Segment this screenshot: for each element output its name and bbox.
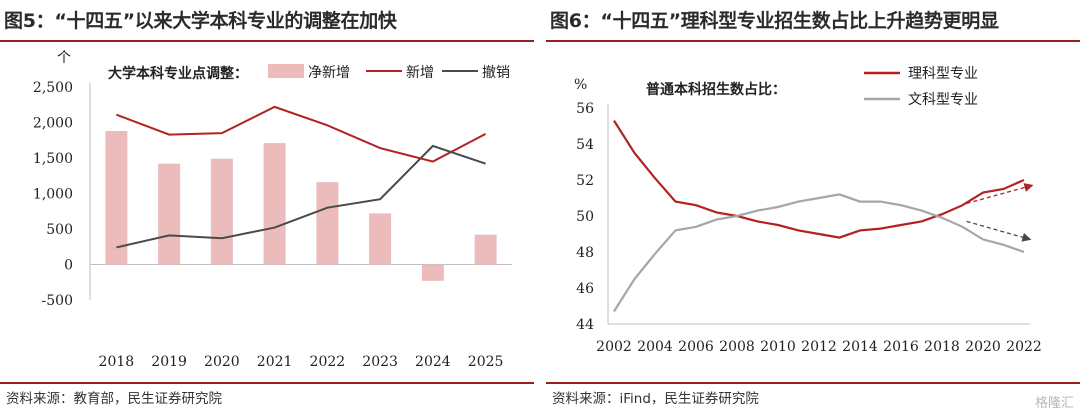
bar-net-new	[158, 163, 181, 265]
x-tick-label: 2018	[924, 339, 960, 355]
x-tick-label: 2020	[204, 354, 240, 370]
x-tick-label: 2024	[415, 354, 451, 370]
chart-inner-title: 大学本科专业点调整：	[108, 65, 248, 82]
bar-net-new	[316, 182, 339, 265]
y-tick-label: 48	[576, 245, 594, 261]
y-tick-label: 46	[576, 281, 594, 297]
legend-swatch-net-new	[268, 64, 304, 78]
chart-inner-title: 普通本科招生数占比：	[646, 81, 786, 98]
figure-6-title: 图6：“十四五”理科型专业招生数占比上升趋势更明显	[550, 10, 999, 32]
line-series-removed	[116, 144, 486, 249]
bar-net-new	[210, 158, 233, 265]
figure-5-source: 资料来源：教育部，民生证券研究院	[6, 391, 222, 407]
bar-net-new	[474, 234, 497, 265]
bar-net-new	[369, 213, 392, 265]
line-series-new	[116, 105, 487, 163]
bar-net-new	[105, 131, 128, 265]
legend-label-humanities: 文科型专业	[908, 92, 978, 108]
trend-arrow	[966, 220, 1032, 242]
x-tick-label: 2014	[842, 339, 878, 355]
legend-label-removed: 撤销	[482, 65, 510, 81]
x-tick-label: 2022	[310, 354, 346, 370]
y-tick-label: -500	[42, 293, 73, 309]
source-divider	[546, 382, 1080, 384]
figure-5-panel: 图5：“十四五”以来大学本科专业的调整在加快 -500 0 500 1,000 1,50…	[0, 0, 534, 416]
x-tick-label: 2016	[883, 339, 919, 355]
title-divider	[546, 40, 1080, 42]
y-tick-label: 2,500	[33, 80, 73, 96]
x-tick-label: 2002	[596, 339, 632, 355]
legend-label-net-new: 净新增	[308, 65, 350, 81]
y-tick-label: 2,000	[33, 116, 73, 132]
x-tick-label: 2025	[468, 354, 504, 370]
trend-arrow	[966, 183, 1034, 205]
x-tick-label: 2021	[257, 354, 293, 370]
x-tick-label: 2020	[965, 339, 1001, 355]
y-tick-label: 54	[576, 137, 594, 153]
x-tick-label: 2019	[151, 354, 187, 370]
y-tick-label: 0	[64, 258, 73, 274]
legend-label-new: 新增	[406, 65, 434, 81]
x-tick-label: 2018	[99, 354, 135, 370]
y-tick-label: 1,000	[33, 187, 73, 203]
figure-6-panel: 图6：“十四五”理科型专业招生数占比上升趋势更明显 44 46 48 50 52 54 56…	[546, 0, 1080, 416]
y-unit-label: 个	[57, 50, 71, 66]
line-series-science	[613, 120, 1025, 239]
y-tick-label: 50	[576, 209, 594, 225]
x-tick-label: 2022	[1006, 339, 1042, 355]
y-tick-label: 56	[576, 101, 594, 117]
x-tick-label: 2008	[719, 339, 755, 355]
y-tick-label: 44	[576, 317, 594, 333]
x-tick-label: 2006	[678, 339, 714, 355]
y-tick-label: 52	[576, 173, 594, 189]
source-divider	[0, 382, 534, 384]
share-line-chart: 44 46 48 50 52 54 56 2002 2004 2006 2008 2010 2012 20…	[574, 66, 1042, 355]
bar-line-chart: -500 0 500 1,000 1,500 2,000 2,500 个 2018 2019 202…	[33, 50, 512, 370]
y-unit-label: %	[574, 77, 587, 93]
watermark-logo: 格隆汇	[1034, 396, 1074, 411]
x-tick-label: 2012	[801, 339, 837, 355]
figure-6-source: 资料来源：iFind，民生证券研究院	[552, 391, 759, 407]
legend-label-science: 理科型专业	[908, 66, 978, 82]
y-tick-label: 500	[46, 222, 73, 238]
title-divider	[0, 40, 534, 42]
bar-net-new	[263, 143, 286, 265]
x-tick-label: 2004	[637, 339, 673, 355]
bar-net-new	[421, 264, 444, 281]
line-series-humanities	[613, 193, 1025, 312]
x-tick-label: 2023	[362, 354, 398, 370]
y-tick-label: 1,500	[33, 151, 73, 167]
figure-5-title: 图5：“十四五”以来大学本科专业的调整在加快	[4, 10, 397, 32]
x-tick-label: 2010	[760, 339, 796, 355]
